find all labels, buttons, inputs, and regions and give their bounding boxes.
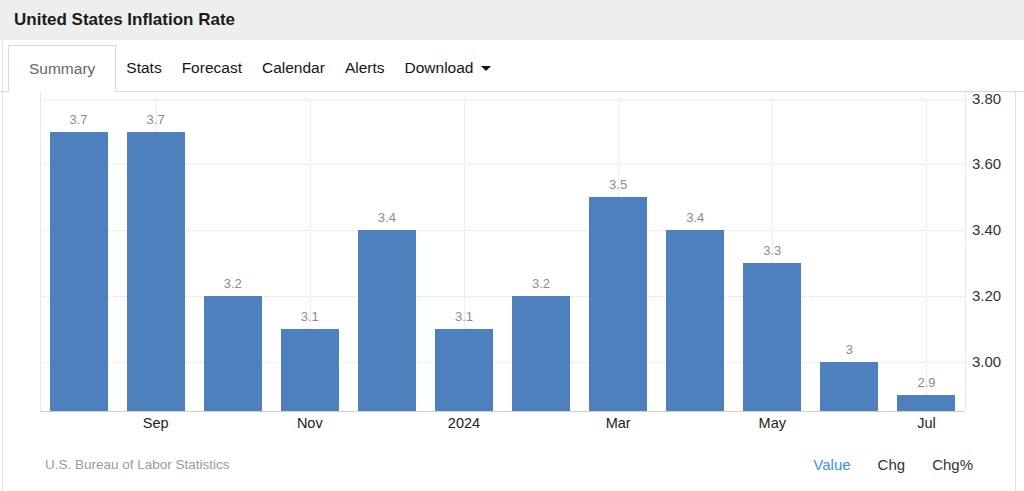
value-link[interactable]: Value [813, 456, 850, 473]
chart-bar[interactable] [50, 132, 108, 411]
bar-value-label: 3.5 [588, 177, 648, 192]
plot-right-border [965, 92, 966, 411]
bar-value-label: 2.9 [896, 375, 956, 390]
chart-bar[interactable] [127, 132, 185, 411]
tab-calendar[interactable]: Calendar [252, 45, 335, 91]
tab-bar: Summary Stats Forecast Calendar Alerts D… [0, 45, 1024, 92]
bar-value-label: 3.2 [203, 276, 263, 291]
chart-bar[interactable] [666, 230, 724, 411]
chart-bar[interactable] [512, 296, 570, 411]
bar-value-label: 3.4 [357, 210, 417, 225]
tab-summary-label: Summary [29, 60, 95, 78]
chart-bar[interactable] [358, 230, 416, 411]
chart-bar[interactable] [897, 395, 955, 411]
bar-value-label: 3.3 [742, 243, 802, 258]
tab-forecast[interactable]: Forecast [172, 45, 252, 91]
bar-value-label: 3.4 [665, 210, 725, 225]
x-axis-tick-label: 2024 [424, 415, 504, 431]
chart-bar[interactable] [743, 263, 801, 411]
bar-value-label: 3.7 [49, 112, 109, 127]
chart-bar[interactable] [281, 329, 339, 411]
footer-links: Value Chg Chg% [813, 456, 973, 473]
y-gridline [40, 99, 965, 100]
bar-value-label: 3.7 [126, 112, 186, 127]
x-axis-tick-label: Nov [270, 415, 350, 431]
x-axis-tick-label: May [732, 415, 812, 431]
tab-download-label: Download [405, 59, 474, 77]
chg-link[interactable]: Chg [878, 456, 906, 473]
x-axis-tick-label: Sep [116, 415, 196, 431]
tab-stats[interactable]: Stats [116, 45, 171, 91]
tab-stats-label: Stats [126, 59, 161, 77]
tab-alerts-label: Alerts [345, 59, 385, 77]
bar-value-label: 3.1 [434, 309, 494, 324]
bar-value-label: 3 [819, 342, 879, 357]
y-axis-tick-label: 3.20 [972, 287, 1001, 305]
chart-bar[interactable] [204, 296, 262, 411]
x-gridline [926, 99, 927, 411]
chg-percent-link[interactable]: Chg% [932, 456, 973, 473]
chart-bar[interactable] [820, 362, 878, 411]
chart-bar[interactable] [435, 329, 493, 411]
y-axis-tick-label: 3.40 [972, 221, 1001, 239]
tab-alerts[interactable]: Alerts [335, 45, 395, 91]
chevron-down-icon [481, 66, 491, 71]
tab-forecast-label: Forecast [182, 59, 242, 77]
x-axis-line [40, 411, 965, 412]
y-axis-tick-label: 3.00 [972, 353, 1001, 371]
x-axis-tick-label: Jul [886, 415, 966, 431]
source-attribution: U.S. Bureau of Labor Statistics [45, 457, 230, 472]
y-axis-tick-label: 3.60 [972, 155, 1001, 173]
chart-bar[interactable] [589, 197, 647, 411]
x-axis-tick-label: Mar [578, 415, 658, 431]
bar-value-label: 3.2 [511, 276, 571, 291]
plot-left-border [40, 92, 41, 411]
tab-summary[interactable]: Summary [8, 45, 116, 92]
bar-value-label: 3.1 [280, 309, 340, 324]
tab-download[interactable]: Download [395, 45, 502, 91]
inflation-widget: United States Inflation Rate Summary Sta… [0, 0, 1024, 491]
tab-calendar-label: Calendar [262, 59, 325, 77]
y-axis-tick-label: 3.80 [972, 90, 1001, 108]
